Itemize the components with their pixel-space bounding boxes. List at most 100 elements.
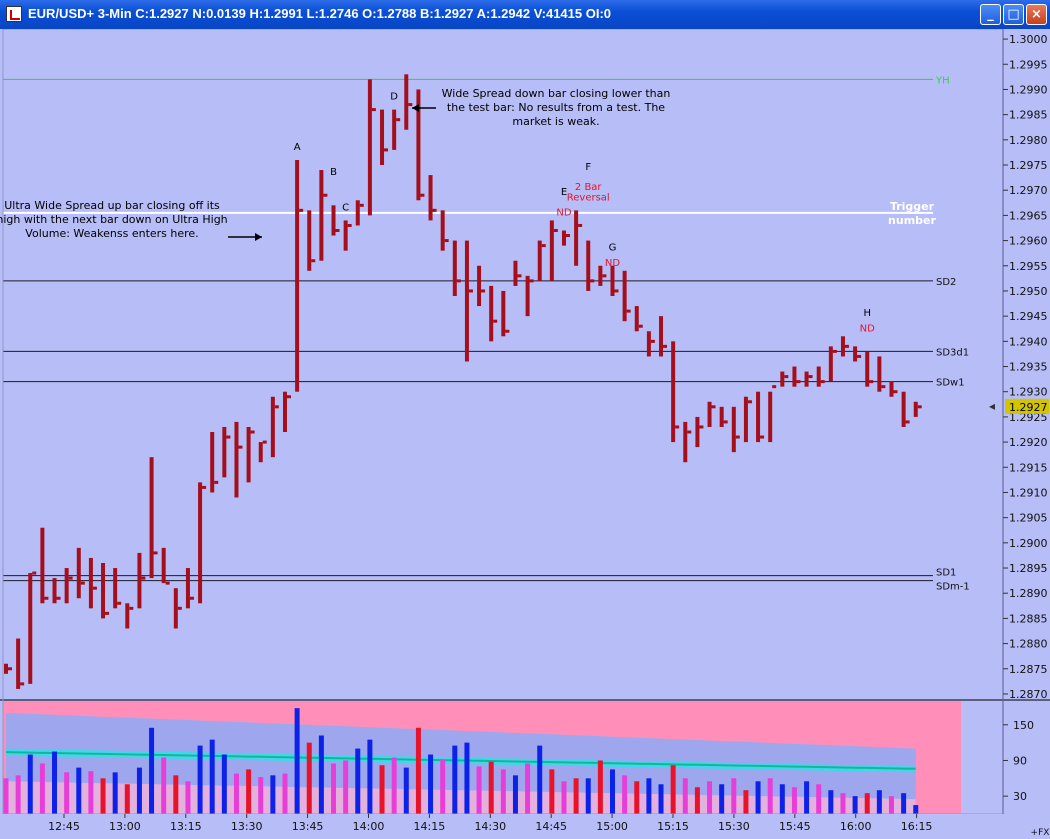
close-button[interactable]: × [1026, 4, 1047, 25]
annotation-letter: H [863, 308, 871, 319]
volume-bar [634, 781, 640, 814]
volume-bar [209, 739, 215, 814]
chart-app-icon[interactable] [6, 6, 22, 22]
volume-bar [391, 757, 397, 814]
volume-bar [161, 757, 167, 814]
volume-bar [658, 784, 664, 814]
annotation-letter: G [609, 243, 617, 254]
level-label: SD2 [936, 277, 956, 288]
price-chart[interactable]: YH Trigger number SD2 SD3d1 SDw1 SD1 SDm-1 A B C D… [0, 29, 1050, 839]
price-bar [173, 588, 182, 629]
volume-bar [403, 767, 409, 814]
price-bar [756, 391, 765, 443]
signal-label: ND [556, 207, 571, 218]
volume-bar [646, 778, 652, 814]
price-bar [719, 406, 728, 427]
volume-bar [52, 751, 58, 814]
text-notes: Ultra Wide Spread up bar closing off its… [0, 87, 670, 241]
price-bar [792, 366, 801, 387]
volume-bar [318, 735, 324, 814]
annotation-letter: C [342, 202, 349, 213]
volume-tick-label: 30 [1013, 790, 1027, 803]
price-bar [185, 568, 194, 609]
price-bar [16, 638, 25, 689]
price-bar [4, 663, 12, 674]
volume-bar [294, 708, 300, 814]
price-bar [707, 401, 716, 427]
signal-label: 2 Bar [575, 182, 603, 193]
price-bar [88, 557, 97, 609]
price-bar [877, 356, 886, 392]
price-bar [598, 265, 607, 286]
time-axis: 12:45 13:00 13:15 13:30 13:45 14:00 14:15 14:30… [0, 814, 1050, 839]
volume-bar [500, 769, 506, 814]
price-bar [125, 603, 134, 629]
price-bar [865, 351, 874, 387]
price-tick-label: 1.2935 [1009, 361, 1048, 374]
volume-bar [221, 754, 227, 814]
volume-bar [901, 793, 907, 814]
price-bar [149, 457, 158, 579]
volume-bar [452, 745, 458, 814]
price-bar [549, 220, 558, 281]
minimize-button[interactable]: _ [980, 4, 1001, 25]
time-axis-background [0, 814, 1050, 839]
volume-bar [233, 773, 239, 814]
last-price-box [1005, 398, 1049, 414]
volume-bar [64, 772, 70, 814]
maximize-button[interactable]: □ [1003, 4, 1024, 25]
volume-bar [622, 775, 628, 814]
price-bar [380, 109, 389, 166]
volume-bar [136, 767, 142, 814]
price-bar [452, 240, 461, 296]
volume-bar [913, 805, 919, 814]
volume-bar [185, 781, 191, 814]
time-tick-label: 15:45 [779, 820, 811, 833]
price-bar [76, 547, 85, 599]
price-bar [804, 371, 813, 387]
volume-bar [197, 745, 203, 814]
volume-bar [173, 775, 179, 814]
signal-label: ND [605, 258, 620, 269]
price-bar [901, 391, 910, 427]
volume-bar [779, 784, 785, 814]
price-tick-label: 1.2870 [1009, 688, 1048, 701]
volume-bar [112, 772, 118, 814]
title-bar[interactable]: EUR/USD+ 3-Min C:1.2927 N:0.0139 H:1.299… [0, 0, 1050, 29]
price-bar [646, 331, 655, 357]
price-bar [404, 74, 413, 130]
price-bar [525, 275, 534, 317]
price-bar [282, 391, 291, 433]
price-bar [331, 205, 340, 236]
price-bar [113, 568, 122, 609]
level-label: YH [935, 75, 950, 86]
volume-bar [549, 769, 555, 814]
volume-bar [488, 761, 494, 814]
price-bar [307, 210, 316, 271]
price-bar [367, 79, 376, 216]
volume-bar [852, 796, 858, 814]
volume-bar [355, 748, 361, 814]
time-tick-label: 13:15 [170, 820, 202, 833]
window-title: EUR/USD+ 3-Min C:1.2927 N:0.0139 H:1.299… [28, 6, 612, 21]
volume-bar [512, 775, 518, 814]
price-bar [198, 482, 207, 604]
volume-bar [39, 763, 45, 814]
level-label: SD3d1 [936, 347, 969, 358]
price-bar [210, 432, 219, 493]
volume-bar [379, 765, 385, 814]
volume-bar [597, 760, 603, 814]
volume-bar [694, 787, 700, 814]
price-tick-label: 1.2875 [1009, 663, 1048, 676]
price-tick-label: 1.2955 [1009, 260, 1048, 273]
price-tick-label: 1.2995 [1009, 58, 1048, 71]
price-bar [586, 240, 595, 291]
volume-bar [282, 773, 288, 814]
price-bar [574, 210, 583, 266]
price-bar [161, 547, 170, 585]
price-bar [659, 316, 668, 357]
volume-bar [719, 784, 725, 814]
volume-average-line [5, 751, 916, 770]
volume-bar [270, 775, 276, 814]
